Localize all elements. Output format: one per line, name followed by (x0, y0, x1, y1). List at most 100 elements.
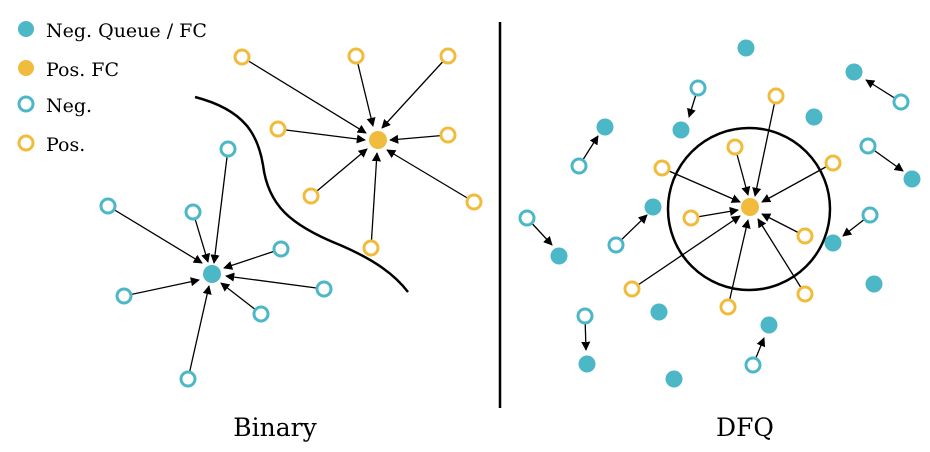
neg-sample (607, 236, 625, 254)
arrow (761, 162, 834, 203)
legend-item-neg-queue-fc: Neg. Queue / FC (18, 20, 207, 42)
pos-sample (439, 47, 457, 65)
neg-sample (744, 356, 762, 374)
neg-queue-sample (760, 316, 778, 334)
neg-queue-sample (578, 355, 596, 373)
arrow (752, 95, 777, 197)
arrow (123, 277, 200, 297)
pos-sample (824, 154, 842, 172)
arrow (355, 55, 376, 127)
arrow (225, 272, 325, 290)
arrow (187, 285, 212, 380)
arrow (107, 205, 203, 264)
arrow (661, 167, 741, 203)
arrow (223, 248, 282, 270)
panel-title-dfq: DFQ (716, 413, 774, 442)
neg-sample (179, 370, 197, 388)
neg-queue-sample (672, 121, 690, 139)
neg-sample (859, 137, 877, 155)
pos-sample (623, 280, 641, 298)
panel-title-binary: Binary (233, 413, 317, 442)
binary-neg-arrows (107, 148, 325, 380)
neg-queue-sample (903, 170, 921, 188)
pos-sample (653, 159, 671, 177)
neg-queue-sample (865, 275, 883, 293)
neg-queue-sample (824, 234, 842, 252)
neg-queue-sample (644, 198, 662, 216)
pos-sample (796, 285, 814, 303)
arrow (631, 215, 741, 290)
neg-sample (689, 79, 707, 97)
pos-sample (682, 209, 700, 227)
legend-marker-neg-queue-fc (18, 21, 34, 37)
arrow (389, 134, 449, 144)
arrow (727, 219, 751, 308)
binary-pos-samples (233, 47, 483, 257)
neg-sample (315, 280, 333, 298)
arrow (210, 148, 229, 264)
decision-circle (666, 126, 832, 292)
pos-sample (465, 193, 483, 211)
arrow (386, 149, 475, 203)
dfq-neg-queue-samples (550, 39, 921, 388)
neg-queue-sample (596, 118, 614, 136)
arrow (370, 152, 382, 249)
neg-sample (115, 287, 133, 305)
legend-label-pos-fc: Pos. FC (46, 59, 119, 81)
pos-fc-center (369, 131, 387, 149)
legend-label-pos: Pos. (46, 134, 85, 156)
pos-fc-center (741, 198, 759, 216)
neg-sample (861, 206, 879, 224)
pos-sample (439, 126, 457, 144)
legend-label-neg-queue-fc: Neg. Queue / FC (46, 20, 207, 42)
dfq-panel: DFQ (518, 39, 921, 442)
neg-sample (576, 307, 594, 325)
neg-queue-sample (737, 39, 755, 57)
neg-fc-center (203, 265, 221, 283)
legend-item-pos: Pos. (17, 134, 85, 156)
legend-marker-pos-fc (18, 60, 34, 76)
pos-sample (767, 87, 785, 105)
arrow (310, 148, 368, 197)
neg-sample (99, 197, 117, 215)
legend-label-neg: Neg. (46, 95, 92, 117)
binary-pos-arrows (241, 55, 475, 249)
arrow (192, 211, 211, 263)
neg-queue-sample (550, 247, 568, 265)
legend-item-pos-fc: Pos. FC (18, 59, 119, 81)
arrow (757, 218, 806, 295)
decision-boundary (194, 95, 409, 293)
neg-sample (252, 305, 270, 323)
pos-sample (269, 120, 287, 138)
dfq-neg-samples (518, 79, 910, 374)
neg-sample (892, 93, 910, 111)
pos-sample (233, 48, 251, 66)
neg-sample (184, 203, 202, 221)
neg-queue-sample (650, 303, 668, 321)
neg-sample (570, 157, 588, 175)
pos-sample (362, 239, 380, 257)
legend-marker-pos (17, 134, 35, 152)
neg-sample (518, 209, 536, 227)
neg-sample (272, 240, 290, 258)
arrow (277, 128, 366, 144)
legend-item-neg: Neg. (17, 95, 92, 117)
dfq-pos-arrows (631, 95, 834, 308)
pos-sample (796, 227, 814, 245)
legend: Neg. Queue / FC Pos. FC Neg. Pos. (17, 20, 207, 156)
legend-marker-neg (17, 95, 35, 113)
neg-sample (219, 140, 237, 158)
pos-sample (347, 47, 365, 65)
neg-queue-sample (845, 63, 863, 81)
neg-queue-sample (665, 370, 683, 388)
binary-panel: Binary (99, 47, 483, 442)
binary-neg-samples (99, 140, 333, 388)
pos-sample (719, 298, 737, 316)
neg-queue-sample (805, 108, 823, 126)
dfq-pos-samples (623, 87, 842, 316)
arrow (241, 56, 367, 134)
pos-sample (726, 138, 744, 156)
arrow (381, 55, 449, 129)
pos-sample (302, 187, 320, 205)
